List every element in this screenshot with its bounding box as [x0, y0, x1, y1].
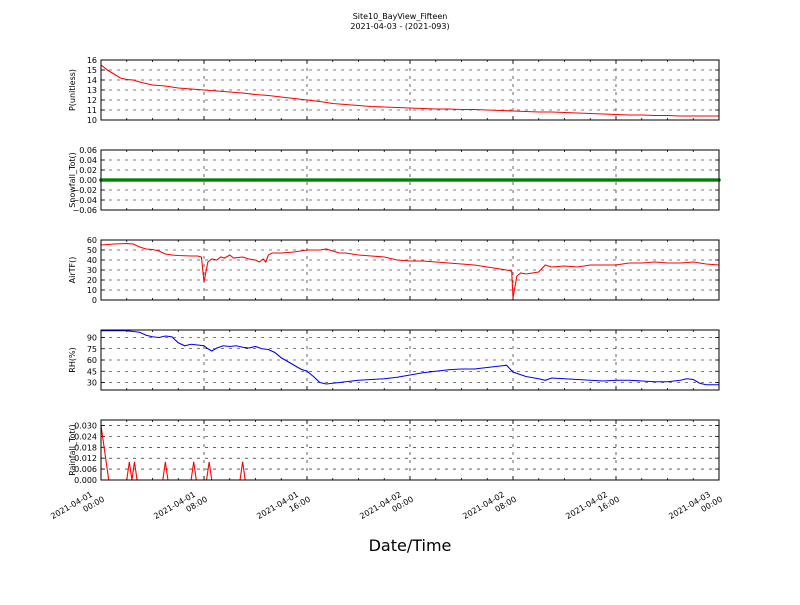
y-tick-label: 12 — [87, 96, 97, 105]
y-tick-label: 45 — [87, 367, 97, 376]
y-tick-label: 0.02 — [79, 166, 97, 175]
series-line — [100, 64, 719, 117]
x-axis-label: Date/Time — [369, 536, 452, 555]
y-tick-label: 60 — [87, 356, 97, 365]
y-tick-label: 0.024 — [74, 432, 97, 441]
y-axis-label: AirTF() — [68, 257, 77, 284]
y-tick-label: 40 — [87, 256, 97, 265]
y-axis-label: P(unitless) — [68, 69, 77, 111]
panel-frame — [100, 239, 720, 301]
y-axis-label: Rainfall_Tot() — [68, 424, 77, 476]
y-tick-label: 0.006 — [74, 465, 97, 474]
y-tick-label: 16 — [87, 56, 97, 65]
y-tick-label: −0.06 — [72, 206, 97, 215]
x-tick-label: 2021-04-0300:00 — [667, 486, 724, 530]
x-tick-label: 2021-04-0216:00 — [564, 486, 621, 530]
x-tick-label: 2021-04-0100:00 — [49, 486, 106, 530]
y-tick-label: 60 — [87, 236, 97, 245]
x-tick-label: 2021-04-0208:00 — [461, 486, 518, 530]
y-tick-label: 75 — [87, 345, 97, 354]
x-tick-labels: 2021-04-0100:00 2021-04-0108:00 2021-04-01… — [49, 486, 724, 530]
x-tick-label: 2021-04-0108:00 — [152, 486, 209, 530]
y-tick-label: 14 — [87, 76, 97, 85]
y-tick-label: 30 — [87, 266, 97, 275]
panel-4: 0.000 0.006 0.012 0.018 0.024 0.030Rainfall_T… — [68, 419, 720, 485]
panel-frame — [100, 419, 720, 481]
x-tick-label: 2021-04-0116:00 — [255, 486, 312, 530]
y-axis-label: RH(%) — [68, 347, 77, 372]
y-tick-label: 0.018 — [74, 443, 97, 452]
panel-1: −0.06−0.04−0.020.000.020.040.06Snowfall_… — [68, 146, 721, 215]
chart-panels: 10111213141516P(unitless)−0.06−0.04−0.02… — [68, 56, 721, 485]
y-tick-label: 0.06 — [79, 146, 97, 155]
y-tick-label: 11 — [87, 106, 97, 115]
y-tick-label: 0.030 — [74, 421, 97, 430]
panel-frame — [100, 329, 720, 391]
y-tick-label: −0.04 — [72, 196, 97, 205]
y-tick-label: 0.00 — [79, 176, 97, 185]
x-tick-label: 2021-04-0200:00 — [358, 486, 415, 530]
y-axis-label: Snowfall_Tot() — [68, 152, 77, 208]
y-tick-label: 10 — [87, 116, 97, 125]
y-tick-label: 15 — [87, 66, 97, 75]
figure-subtitle: 2021-04-03 - (2021-093) — [350, 22, 449, 31]
y-tick-label: 0.04 — [79, 156, 97, 165]
y-tick-label: 20 — [87, 276, 97, 285]
y-tick-label: 90 — [87, 334, 97, 343]
series-line — [101, 330, 719, 386]
panel-frame — [100, 59, 720, 121]
series-line — [100, 242, 720, 299]
series-points — [99, 178, 721, 182]
figure-title: Site10_BayView_Fifteen — [353, 12, 448, 21]
panel-3: 30 45 60 75 90 RH(%) — [68, 329, 720, 391]
y-tick-label: 0 — [92, 296, 97, 305]
y-tick-label: 10 — [87, 286, 97, 295]
y-tick-label: 50 — [87, 246, 97, 255]
y-tick-label: 0.000 — [74, 476, 97, 485]
y-tick-label: 13 — [87, 86, 97, 95]
y-tick-label: −0.02 — [72, 186, 97, 195]
y-tick-label: 0.012 — [74, 454, 97, 463]
panel-frame — [100, 149, 720, 211]
y-tick-label: 30 — [87, 379, 97, 388]
